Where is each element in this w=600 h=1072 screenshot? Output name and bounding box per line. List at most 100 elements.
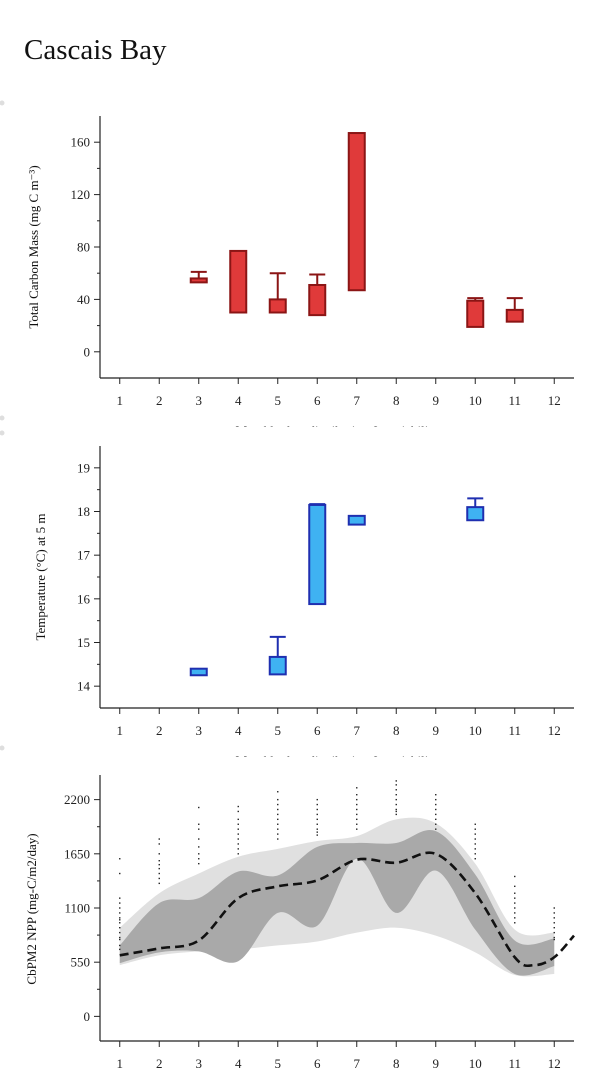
npp-point [395, 794, 397, 796]
npp-point [119, 936, 121, 939]
x-axis-label: Monthly data distribution & variability [236, 423, 439, 438]
box-rect [347, 514, 366, 526]
npp-point [514, 885, 516, 888]
npp-point [119, 907, 121, 909]
npp-point [474, 848, 476, 850]
x-tick-label: 7 [354, 1056, 361, 1071]
npp-point [356, 794, 358, 796]
npp-point [435, 803, 437, 806]
x-tick-label: 8 [393, 723, 400, 738]
npp-point [395, 780, 397, 782]
x-tick-label: 11 [508, 723, 521, 738]
npp-point [119, 902, 121, 904]
npp-point [119, 931, 121, 934]
npp-point [316, 808, 318, 811]
box-month-5 [268, 272, 287, 314]
box-month-5 [268, 635, 287, 676]
npp-point [198, 862, 200, 865]
x-tick-label: 4 [235, 393, 242, 408]
npp-point [277, 791, 279, 793]
box-month-6 [308, 273, 327, 317]
npp-point [158, 867, 160, 870]
npp-point [316, 831, 318, 833]
npp-point [474, 853, 476, 855]
box-month-11 [505, 297, 524, 323]
npp-point [119, 897, 121, 899]
y-tick-label: 1100 [64, 901, 90, 916]
box-month-3 [189, 270, 208, 284]
x-tick-label: 9 [433, 1056, 440, 1071]
x-tick-label: 4 [235, 723, 242, 738]
npp-point [514, 897, 516, 899]
npp-point [198, 846, 200, 848]
npp-point [277, 803, 279, 806]
npp-point [237, 823, 239, 825]
page-title: Cascais Bay [24, 34, 167, 66]
npp-point [277, 818, 279, 821]
npp-point [119, 912, 121, 914]
npp-point [395, 808, 397, 811]
box-rect [308, 503, 327, 606]
npp-point [316, 813, 318, 816]
npp-point [119, 944, 121, 947]
x-tick-label: 9 [433, 723, 440, 738]
x-tick-label: 11 [508, 1056, 521, 1071]
x-tick-label: 2 [156, 723, 163, 738]
npp-point [553, 927, 555, 929]
npp-point [158, 843, 160, 845]
npp-point [395, 803, 397, 806]
npp-point [553, 922, 555, 924]
npp-point [277, 808, 279, 811]
npp-point [553, 917, 555, 919]
x-tick-label: 4 [235, 1056, 242, 1071]
npp-point [237, 810, 239, 813]
x-tick-label: 2 [156, 1056, 163, 1071]
x-tick-label: 2 [156, 393, 163, 408]
npp-point [553, 912, 555, 914]
x-tick-label: 10 [469, 1056, 482, 1071]
npp-point [435, 798, 437, 801]
npp-point [474, 833, 476, 835]
box-month-3 [189, 667, 208, 677]
npp-point [435, 823, 437, 825]
x-tick-label: 8 [393, 1056, 400, 1071]
box-rect [466, 506, 485, 522]
npp-point [514, 912, 516, 914]
x-tick-label: 1 [117, 1056, 124, 1071]
box-rect [189, 277, 208, 284]
npp-point [435, 813, 437, 816]
x-tick-label: 7 [354, 723, 361, 738]
box-month-10 [466, 497, 485, 522]
npp-point [158, 882, 160, 885]
npp-point [119, 919, 121, 921]
y-tick-label: 550 [71, 955, 91, 970]
y-tick-label: 1650 [64, 846, 90, 861]
x-tick-label: 1 [117, 393, 124, 408]
npp-point [237, 838, 239, 840]
npp-mean-line [119, 851, 575, 968]
y-tick-label: 2200 [64, 792, 90, 807]
box-rect [189, 667, 208, 677]
npp-point [356, 808, 358, 811]
npp-point [158, 838, 160, 840]
y-axis-label: CbPM2 NPP (mg-C/m2/day) [24, 833, 39, 984]
npp-point [356, 828, 358, 830]
npp-point [316, 828, 318, 830]
npp-point [237, 853, 239, 855]
x-tick-label: 3 [196, 1056, 203, 1071]
npp-point [474, 838, 476, 840]
npp-point [158, 872, 160, 875]
x-tick-label: 6 [314, 723, 321, 738]
npp-points [119, 780, 555, 951]
npp-point [435, 808, 437, 811]
x-tick-label: 7 [354, 393, 361, 408]
npp-point [237, 805, 239, 808]
npp-outer-band [119, 817, 555, 977]
npp-point [474, 828, 476, 830]
npp-point [119, 938, 121, 941]
x-tick-label: 3 [196, 393, 203, 408]
npp-point [119, 927, 121, 929]
x-tick-label: 1 [117, 723, 124, 738]
box-rect [268, 655, 287, 676]
